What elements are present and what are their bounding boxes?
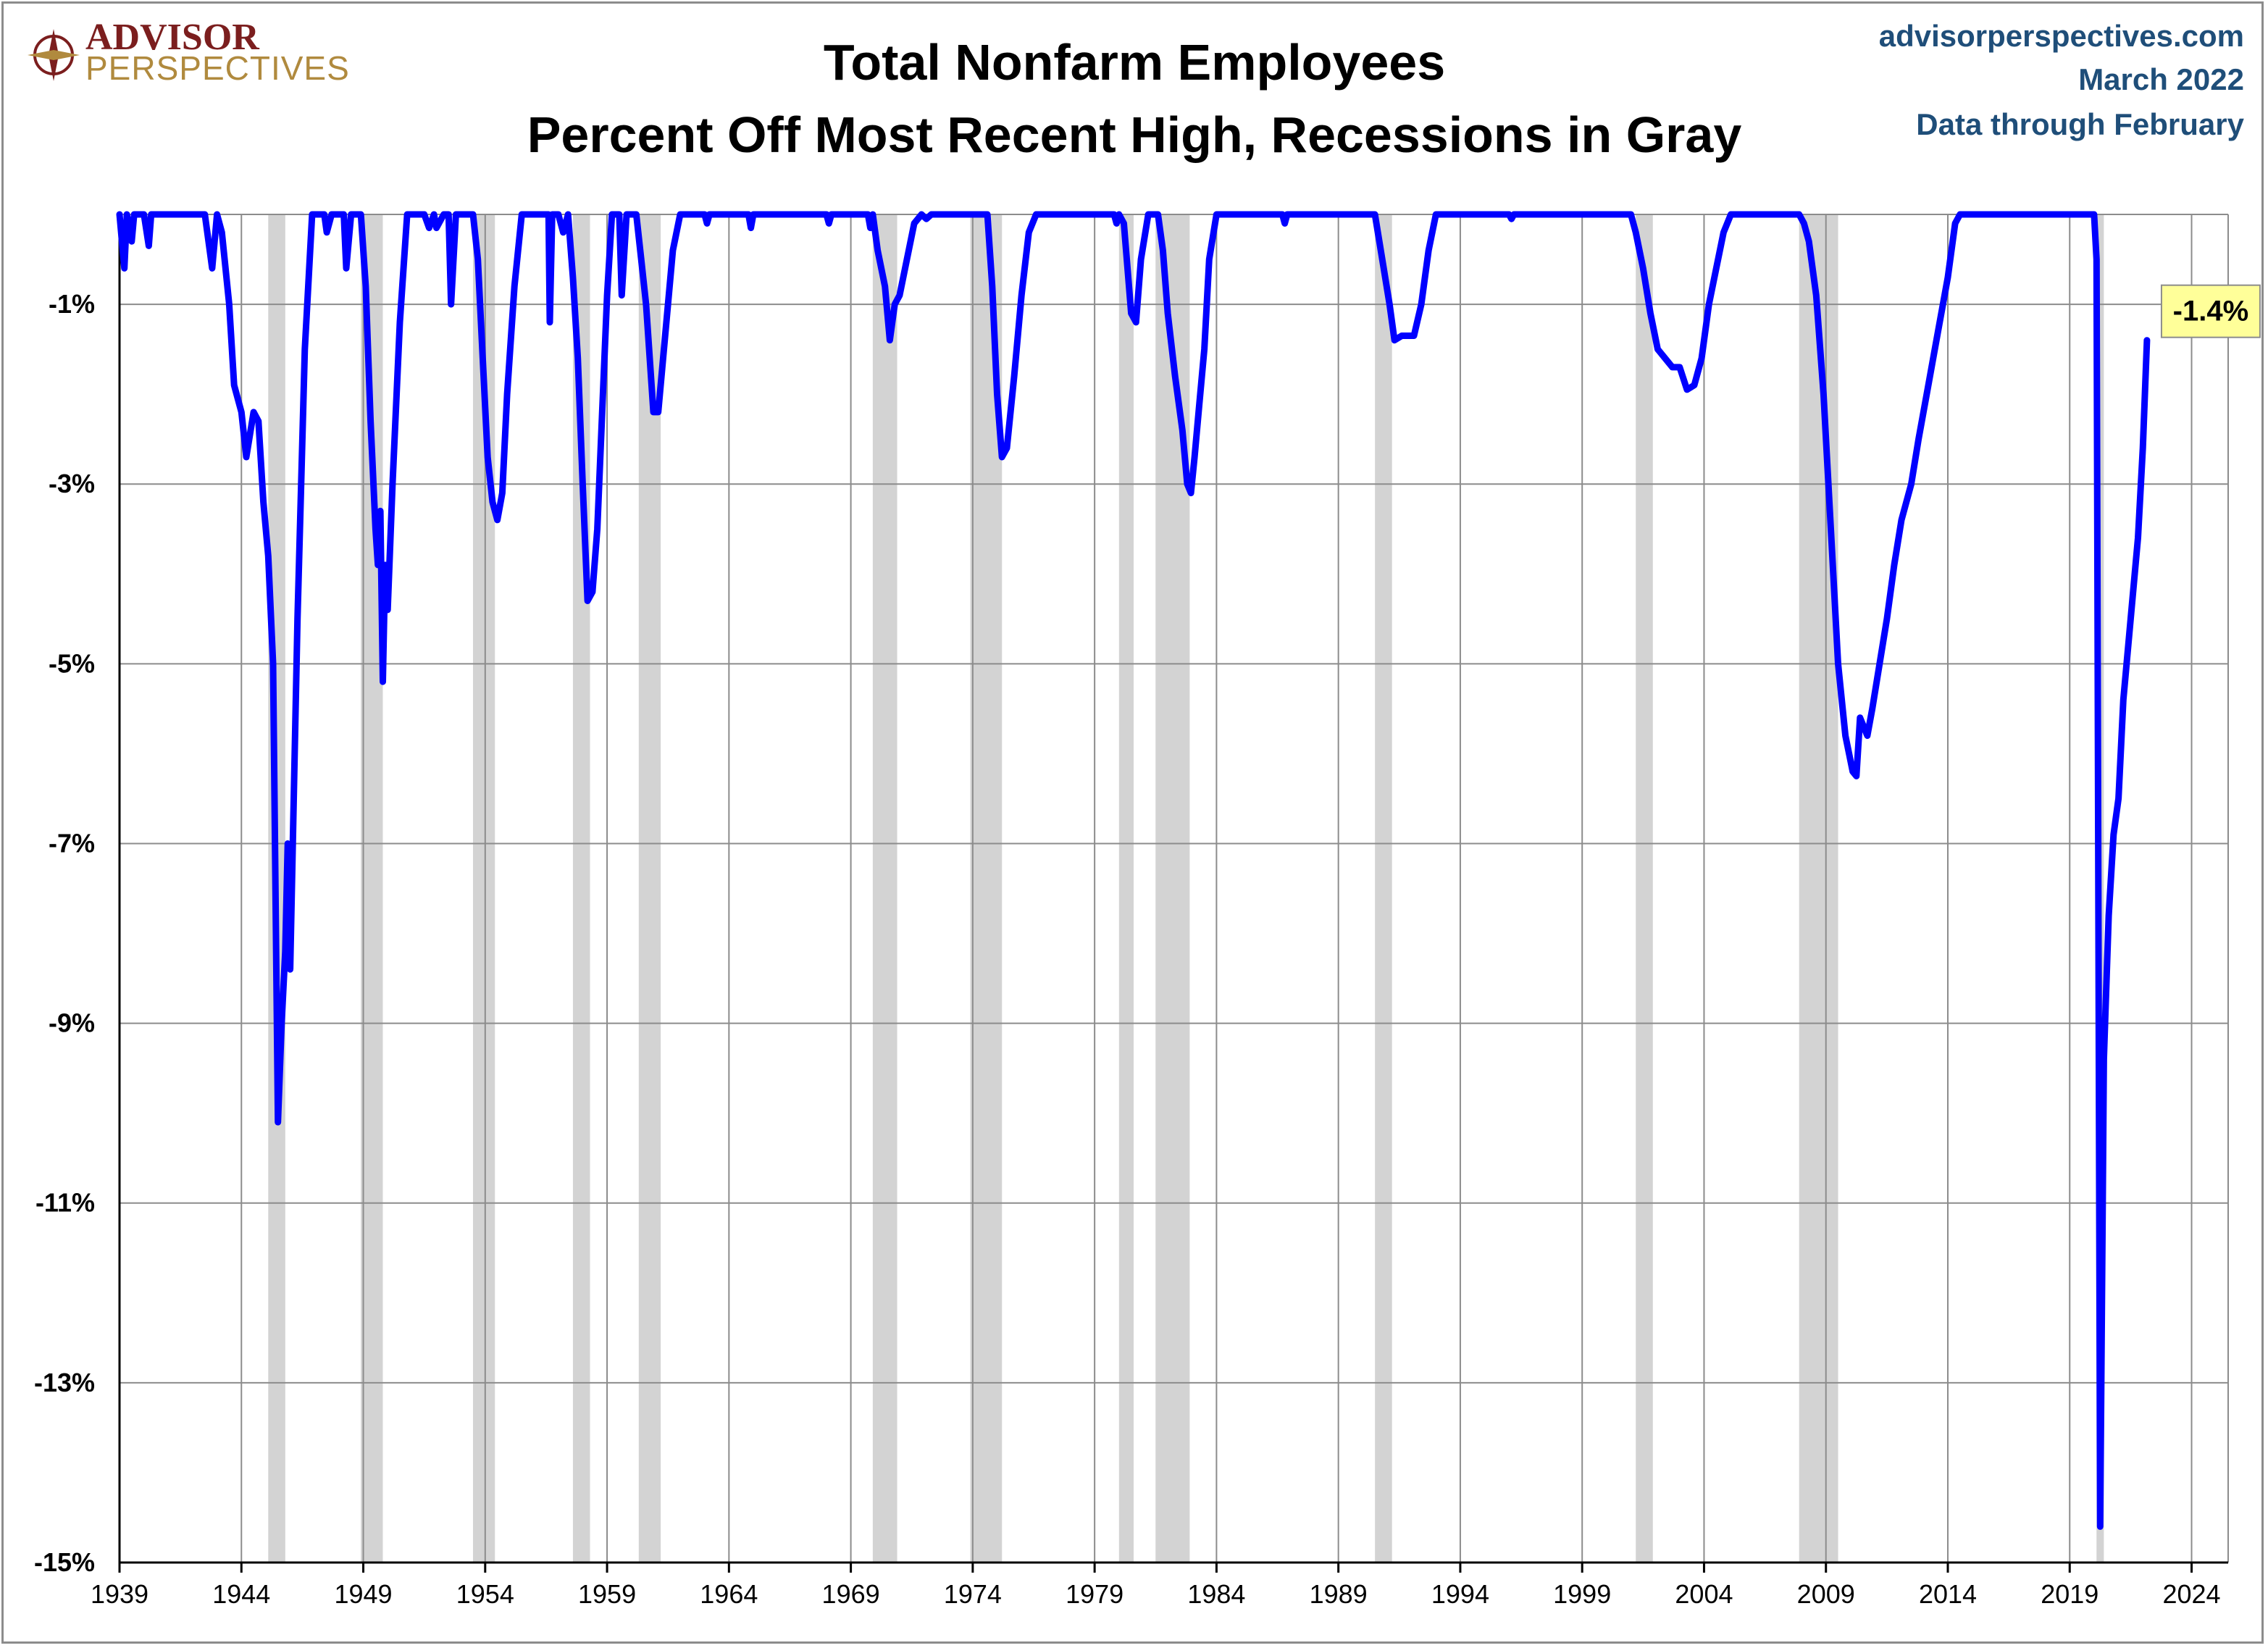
x-tick-label: 1979 [1066, 1579, 1123, 1609]
x-tick-label: 1969 [822, 1579, 880, 1609]
y-tick-label: -13% [34, 1368, 95, 1397]
value-callout-box [2160, 284, 2261, 338]
x-tick-label: 2019 [2041, 1579, 2098, 1609]
advisor-perspectives-logo: ADVISOR PERSPECTIVES [28, 17, 350, 87]
recession-band [1118, 214, 1134, 1563]
plot-area: 1939 1944 1949 1954 1959 1964 1969 1974 1979 1984… [34, 211, 2261, 1609]
x-tick-label: 1954 [456, 1579, 514, 1609]
x-tick-label: 1944 [212, 1579, 270, 1609]
x-tick-label: 1994 [1431, 1579, 1489, 1609]
y-tick-label: -1% [49, 289, 95, 319]
x-tick-label: 1984 [1187, 1579, 1245, 1609]
compass-icon [28, 29, 80, 81]
y-tick-label: -3% [49, 469, 95, 498]
x-tick-label: 1949 [334, 1579, 392, 1609]
y-tick-label: -5% [49, 648, 95, 678]
x-tick-label: 2009 [1797, 1579, 1855, 1609]
source-note: Data through February [1916, 107, 2244, 141]
x-tick-label: 1999 [1553, 1579, 1611, 1609]
recession-band [1155, 214, 1190, 1563]
logo-line-1: ADVISOR [85, 17, 260, 58]
recession-band [1799, 214, 1838, 1563]
x-tick-label: 1959 [578, 1579, 636, 1609]
recession-band [970, 214, 1003, 1563]
chart-subtitle: Percent Off Most Recent High, Recessions… [527, 106, 1742, 163]
y-tick-label: -7% [49, 828, 95, 858]
y-tick-label: -11% [35, 1188, 95, 1218]
source-date: March 2022 [2078, 62, 2244, 96]
recession-band [638, 214, 661, 1563]
series-line [116, 211, 2151, 1530]
recession-band [1375, 214, 1392, 1563]
value-callout-label: -1.4% [2173, 296, 2249, 327]
x-tick-label: 1964 [700, 1579, 758, 1609]
x-tick-label: 1989 [1310, 1579, 1368, 1609]
y-tick-label: -15% [34, 1547, 95, 1577]
x-tick-label: 2024 [2162, 1579, 2220, 1609]
logo-line-2: PERSPECTIVES [85, 49, 350, 87]
chart-title: Total Nonfarm Employees [824, 34, 1445, 91]
x-tick-label: 1974 [944, 1579, 1002, 1609]
x-tick-label: 2014 [1919, 1579, 1977, 1609]
recession-band [1636, 214, 1653, 1563]
source-site: advisorperspectives.com [1879, 19, 2244, 53]
recession-band [872, 214, 897, 1563]
x-tick-label: 2004 [1675, 1579, 1733, 1609]
x-tick-label: 1939 [91, 1579, 148, 1609]
y-tick-label: -9% [49, 1008, 95, 1038]
